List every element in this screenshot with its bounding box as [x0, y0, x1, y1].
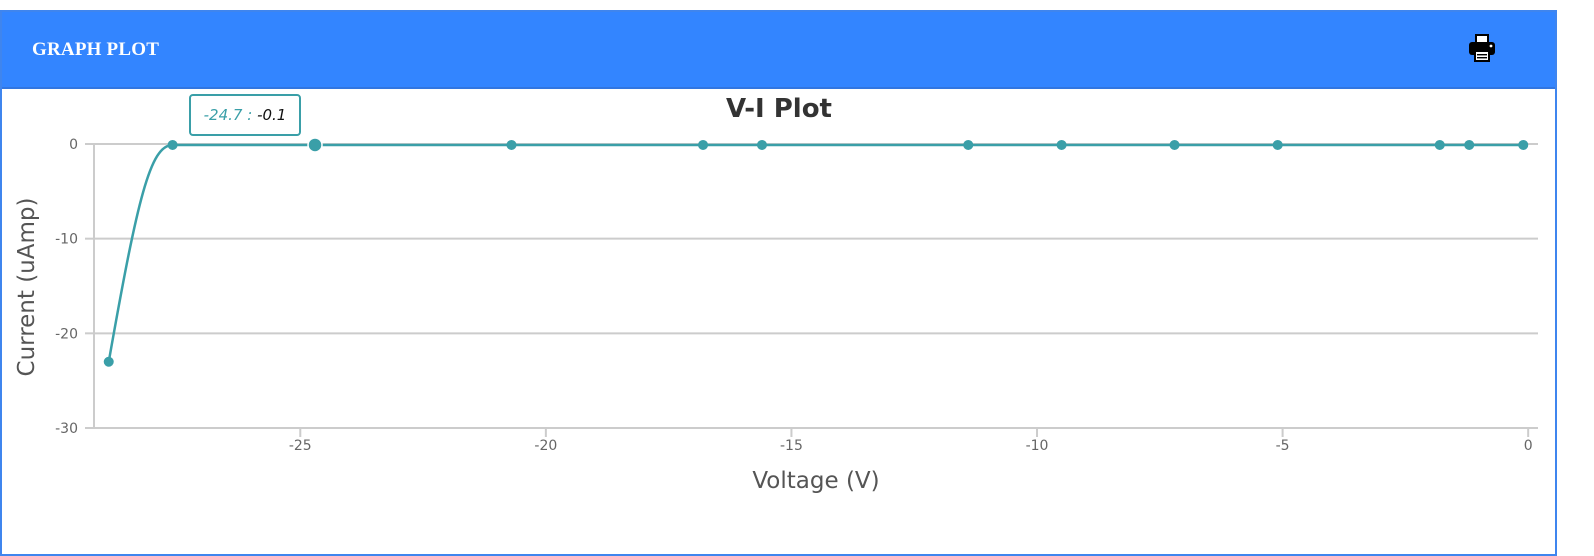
x-axis-title: Voltage (V): [752, 468, 879, 494]
graph-panel: GRAPH PLOT: [0, 10, 1557, 556]
series-layer: [103, 137, 1529, 367]
panel-header: GRAPH PLOT: [2, 12, 1555, 89]
data-point: [1056, 139, 1067, 150]
chart-title: V-I Plot: [726, 94, 832, 124]
data-point: [1272, 139, 1283, 150]
data-point: [103, 356, 114, 367]
x-tick-label: -15: [780, 438, 803, 454]
y-tick-label: -20: [55, 326, 78, 342]
data-point: [1518, 139, 1529, 150]
x-tick-label: -20: [534, 438, 557, 454]
series-line: [107, 143, 1524, 362]
y-tick-label: -30: [55, 421, 78, 437]
x-tick-label: -5: [1276, 438, 1290, 454]
x-tick-label: 0: [1524, 438, 1533, 454]
data-point: [1464, 139, 1475, 150]
data-point: [698, 139, 709, 150]
x-tick-label: -25: [289, 438, 312, 454]
y-tick-label: 0: [69, 137, 78, 153]
highlighted-data-point: [307, 137, 323, 153]
y-tick-label: -10: [55, 232, 78, 248]
printer-icon: [1469, 34, 1495, 62]
print-button[interactable]: [1466, 32, 1498, 64]
data-point: [1434, 139, 1445, 150]
data-point: [963, 139, 974, 150]
data-point: [506, 139, 517, 150]
y-axis-title: Current (uAmp): [14, 198, 40, 377]
axis-layer: 0 -10 -20 -30 -25 -20 -15 -10 -5 0: [55, 137, 1533, 454]
data-point: [167, 139, 178, 150]
grid-layer: [94, 143, 1538, 429]
data-point: [1169, 139, 1180, 150]
panel-title: GRAPH PLOT: [32, 39, 160, 60]
data-point: [756, 139, 767, 150]
x-tick-label: -10: [1026, 438, 1049, 454]
